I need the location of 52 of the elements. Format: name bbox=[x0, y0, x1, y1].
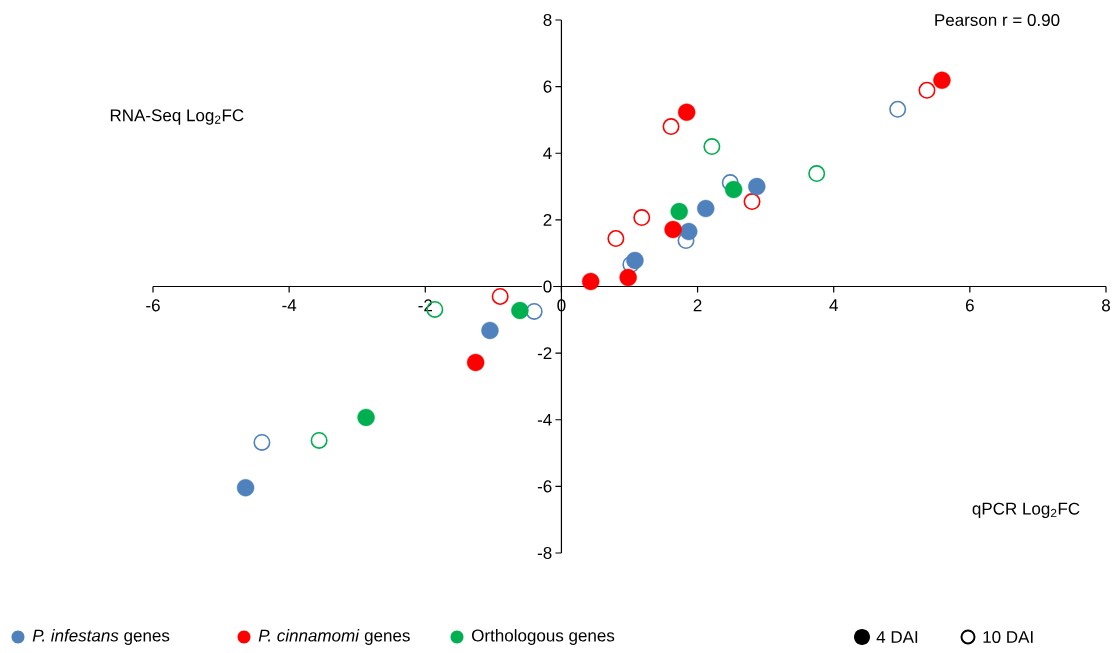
point bbox=[680, 222, 698, 241]
y-tick-label: 8 bbox=[543, 13, 552, 27]
point bbox=[748, 177, 766, 196]
point bbox=[703, 138, 721, 156]
point bbox=[253, 433, 271, 451]
x-axis-title: qPCR Log$_{2}$FC bbox=[972, 502, 1080, 519]
point bbox=[743, 193, 761, 211]
y-tick-label: 2 bbox=[543, 213, 552, 226]
point bbox=[677, 103, 696, 121]
legend-label: P. cinnamomi genes bbox=[258, 629, 410, 645]
point bbox=[310, 431, 328, 449]
legend-label: P. infestans genes bbox=[32, 629, 170, 645]
text: 10 DAI bbox=[983, 630, 1033, 644]
point bbox=[889, 100, 907, 118]
x-tick-label: 2 bbox=[693, 299, 702, 312]
point bbox=[664, 220, 682, 239]
x-tick-label: -6 bbox=[146, 299, 160, 312]
point bbox=[491, 287, 509, 305]
point bbox=[933, 71, 951, 89]
point bbox=[626, 251, 644, 270]
point bbox=[607, 230, 625, 248]
point bbox=[677, 232, 695, 250]
legend-label: Orthologous genes bbox=[472, 629, 615, 645]
point bbox=[808, 165, 826, 183]
point bbox=[525, 302, 543, 320]
y-axis-title: RNA-Seq Log$_{2}$FC bbox=[110, 109, 244, 125]
point bbox=[582, 272, 600, 291]
y-tick-label: -4 bbox=[537, 413, 552, 426]
point bbox=[357, 408, 375, 427]
point bbox=[633, 209, 651, 227]
x-tick-label: 8 bbox=[1102, 299, 1110, 312]
point bbox=[670, 202, 688, 221]
x-tick-label: -4 bbox=[282, 299, 297, 312]
point bbox=[481, 321, 499, 340]
point bbox=[724, 180, 743, 199]
y-tick-label: -2 bbox=[537, 347, 552, 360]
annotation: Pearson r = 0.90 bbox=[935, 13, 1060, 27]
y-tick-label: 4 bbox=[543, 147, 552, 160]
point bbox=[619, 268, 637, 287]
point bbox=[697, 199, 715, 218]
x-tick-label: 4 bbox=[829, 299, 838, 312]
x-tick-label: 6 bbox=[965, 299, 974, 312]
text: 4 DAI bbox=[876, 631, 918, 643]
point bbox=[662, 118, 680, 136]
y-tick-label: -6 bbox=[537, 480, 552, 493]
point bbox=[236, 478, 255, 497]
point bbox=[918, 81, 936, 99]
y-tick-label: 0 bbox=[543, 280, 552, 293]
point bbox=[511, 301, 529, 320]
point bbox=[466, 353, 485, 372]
y-tick-label: 6 bbox=[543, 80, 552, 93]
y-tick-label: -8 bbox=[537, 546, 552, 560]
